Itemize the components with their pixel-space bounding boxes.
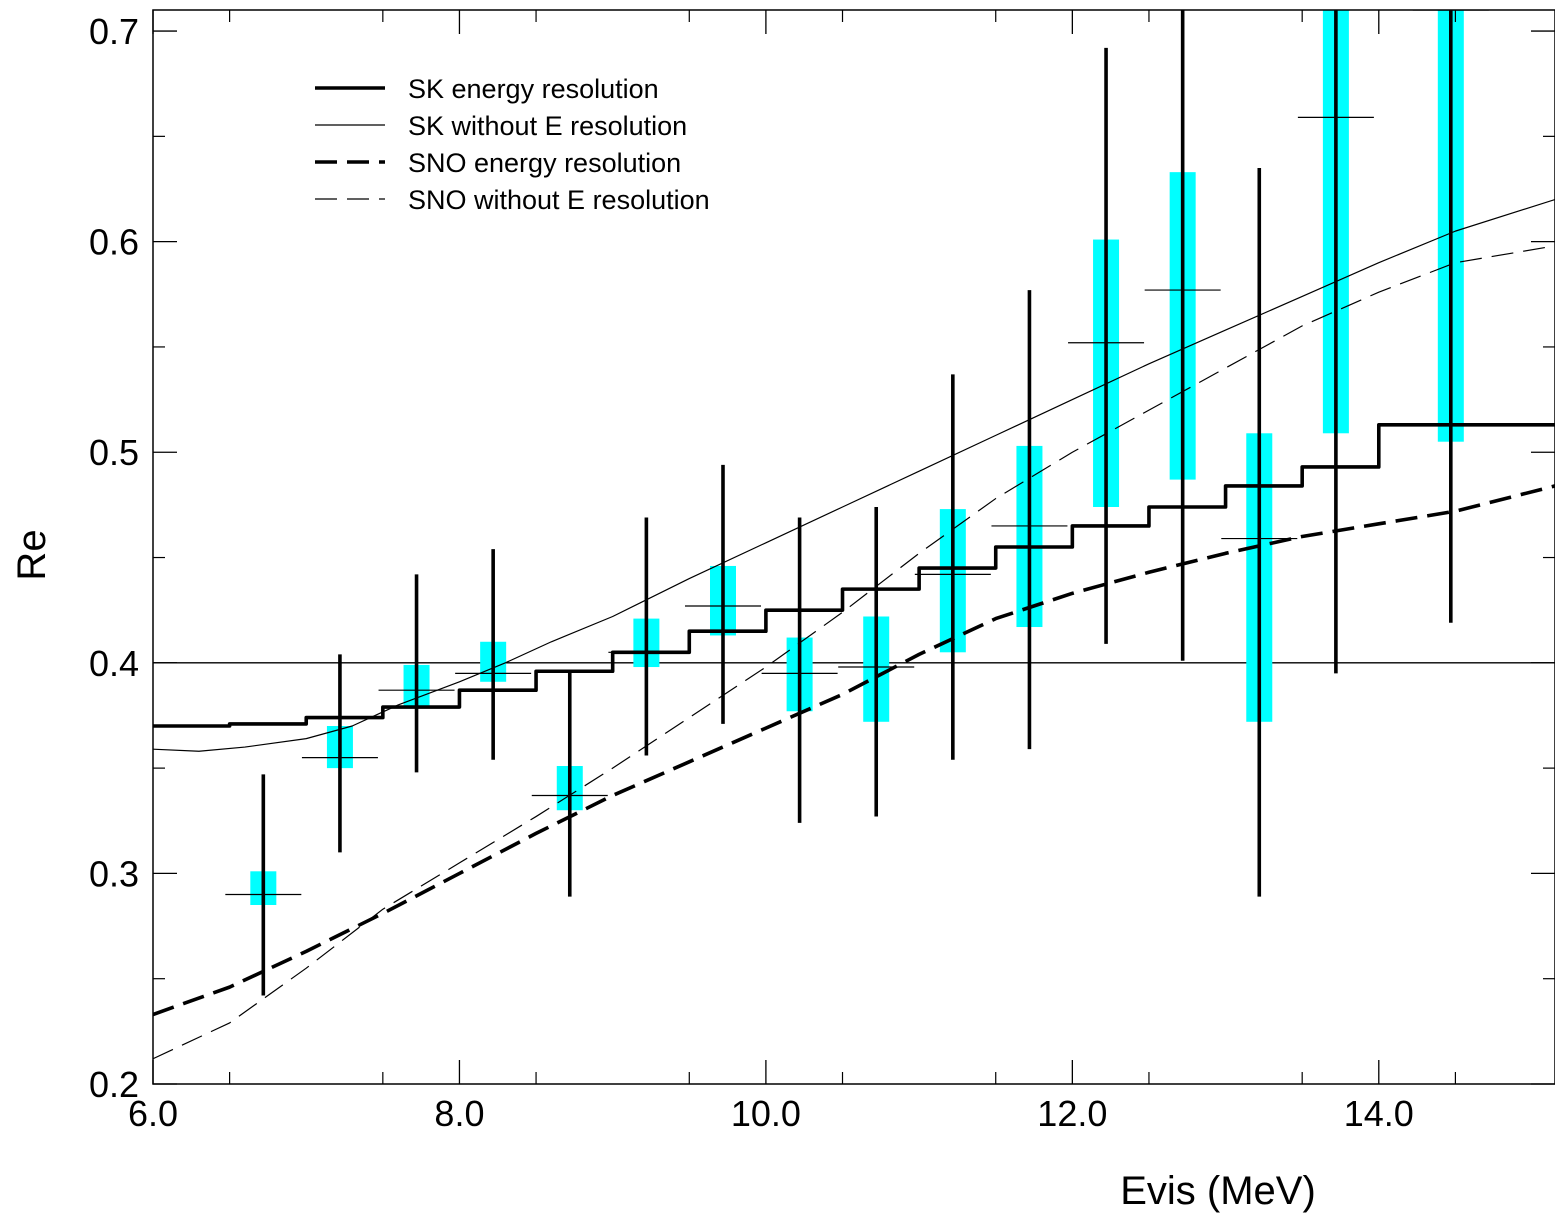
plot-frame (152, 9, 1555, 1085)
y-tick-label: 0.2 (89, 1064, 139, 1105)
legend-label-1: SK energy resolution (408, 74, 659, 104)
x-axis-title: Evis (MeV) (1120, 1169, 1316, 1213)
axis-ticks: 6.0 8.0 10.0 12.0 14.0 0.2 0.3 0.4 0.5 0.6 0.7 (89, 10, 1555, 1134)
y-tick-label: 0.4 (89, 643, 139, 684)
y-axis-title: Re (10, 529, 54, 580)
x-tick-label: 12.0 (1037, 1093, 1107, 1134)
y-tick-label: 0.7 (89, 11, 139, 52)
legend-label-4: SNO without E resolution (408, 185, 710, 215)
y-tick-label: 0.3 (89, 853, 139, 894)
y-tick-label: 0.5 (89, 432, 139, 473)
x-tick-label: 10.0 (731, 1093, 801, 1134)
x-tick-label: 8.0 (434, 1093, 484, 1134)
y-tick-label: 0.6 (89, 222, 139, 263)
legend-label-2: SK without E resolution (408, 111, 687, 141)
plot-area (153, 10, 1555, 1060)
x-tick-label: 6.0 (128, 1093, 178, 1134)
plot-border (152, 9, 1555, 1085)
curve-1 (153, 423, 1555, 728)
curve-2 (153, 198, 1555, 752)
legend-label-3: SNO energy resolution (408, 148, 681, 178)
legend: SK energy resolution SK without E resolut… (315, 74, 710, 215)
curve-4 (153, 245, 1555, 1060)
curve-3 (153, 484, 1555, 1017)
x-tick-label: 14.0 (1344, 1093, 1414, 1134)
plot-content (153, 10, 1555, 1060)
